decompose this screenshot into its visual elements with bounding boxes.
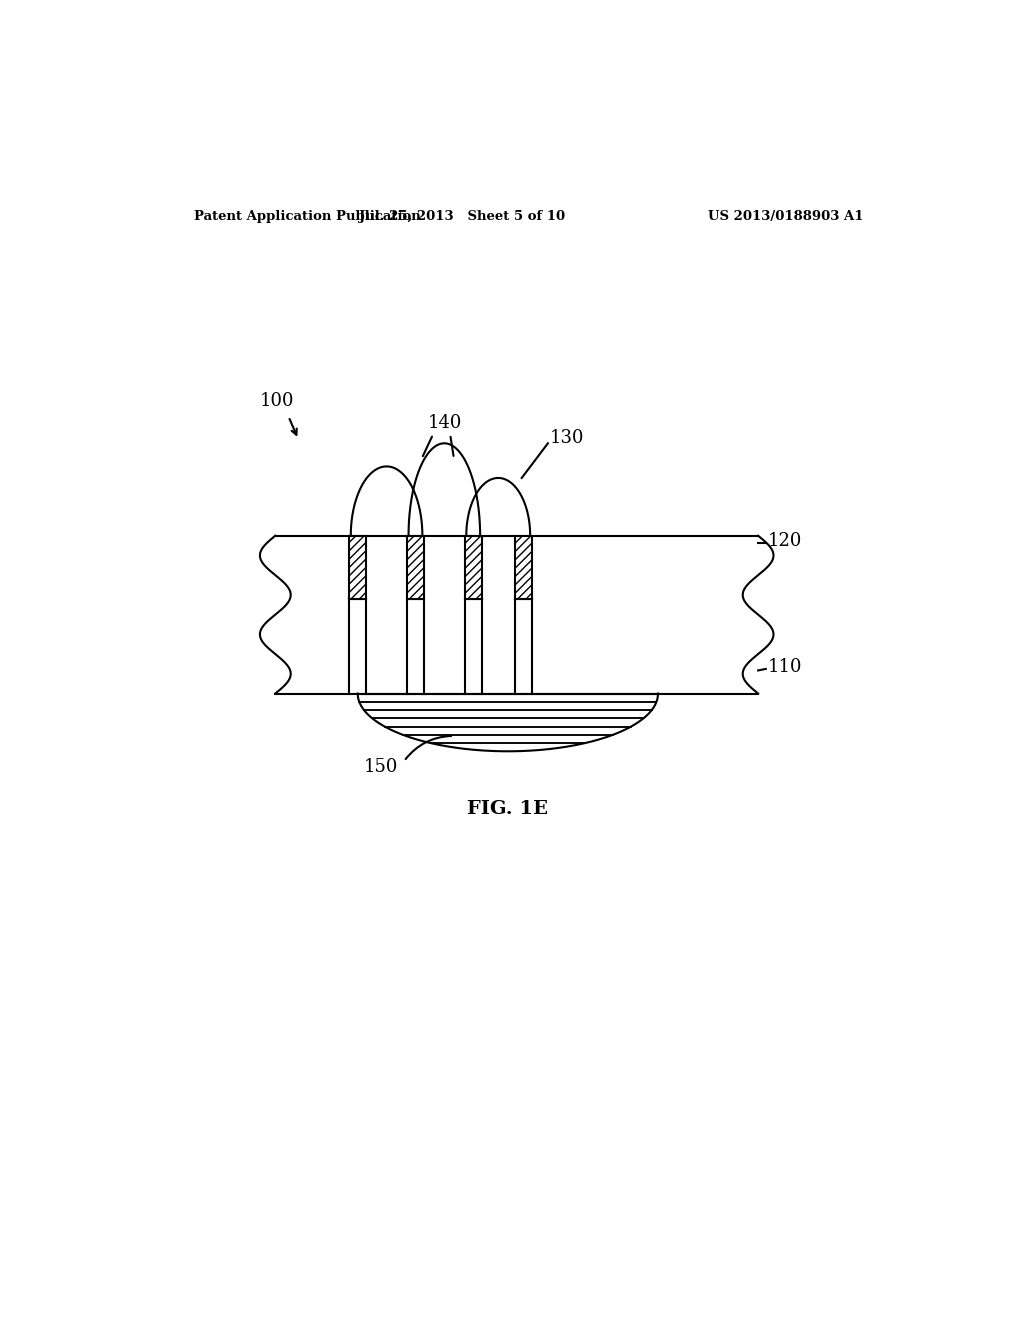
Text: 120: 120 (767, 532, 802, 550)
Text: 110: 110 (767, 657, 802, 676)
Bar (515, 536, 531, 599)
Text: US 2013/0188903 A1: US 2013/0188903 A1 (708, 210, 863, 223)
Text: 100: 100 (260, 392, 295, 411)
Bar (407, 536, 424, 599)
Text: FIG. 1E: FIG. 1E (467, 800, 549, 818)
Bar (465, 536, 481, 599)
Text: 130: 130 (550, 429, 585, 447)
Text: 140: 140 (428, 413, 462, 432)
Text: Patent Application Publication: Patent Application Publication (194, 210, 421, 223)
Bar (349, 536, 367, 599)
Text: 150: 150 (364, 758, 398, 776)
Text: Jul. 25, 2013   Sheet 5 of 10: Jul. 25, 2013 Sheet 5 of 10 (358, 210, 564, 223)
